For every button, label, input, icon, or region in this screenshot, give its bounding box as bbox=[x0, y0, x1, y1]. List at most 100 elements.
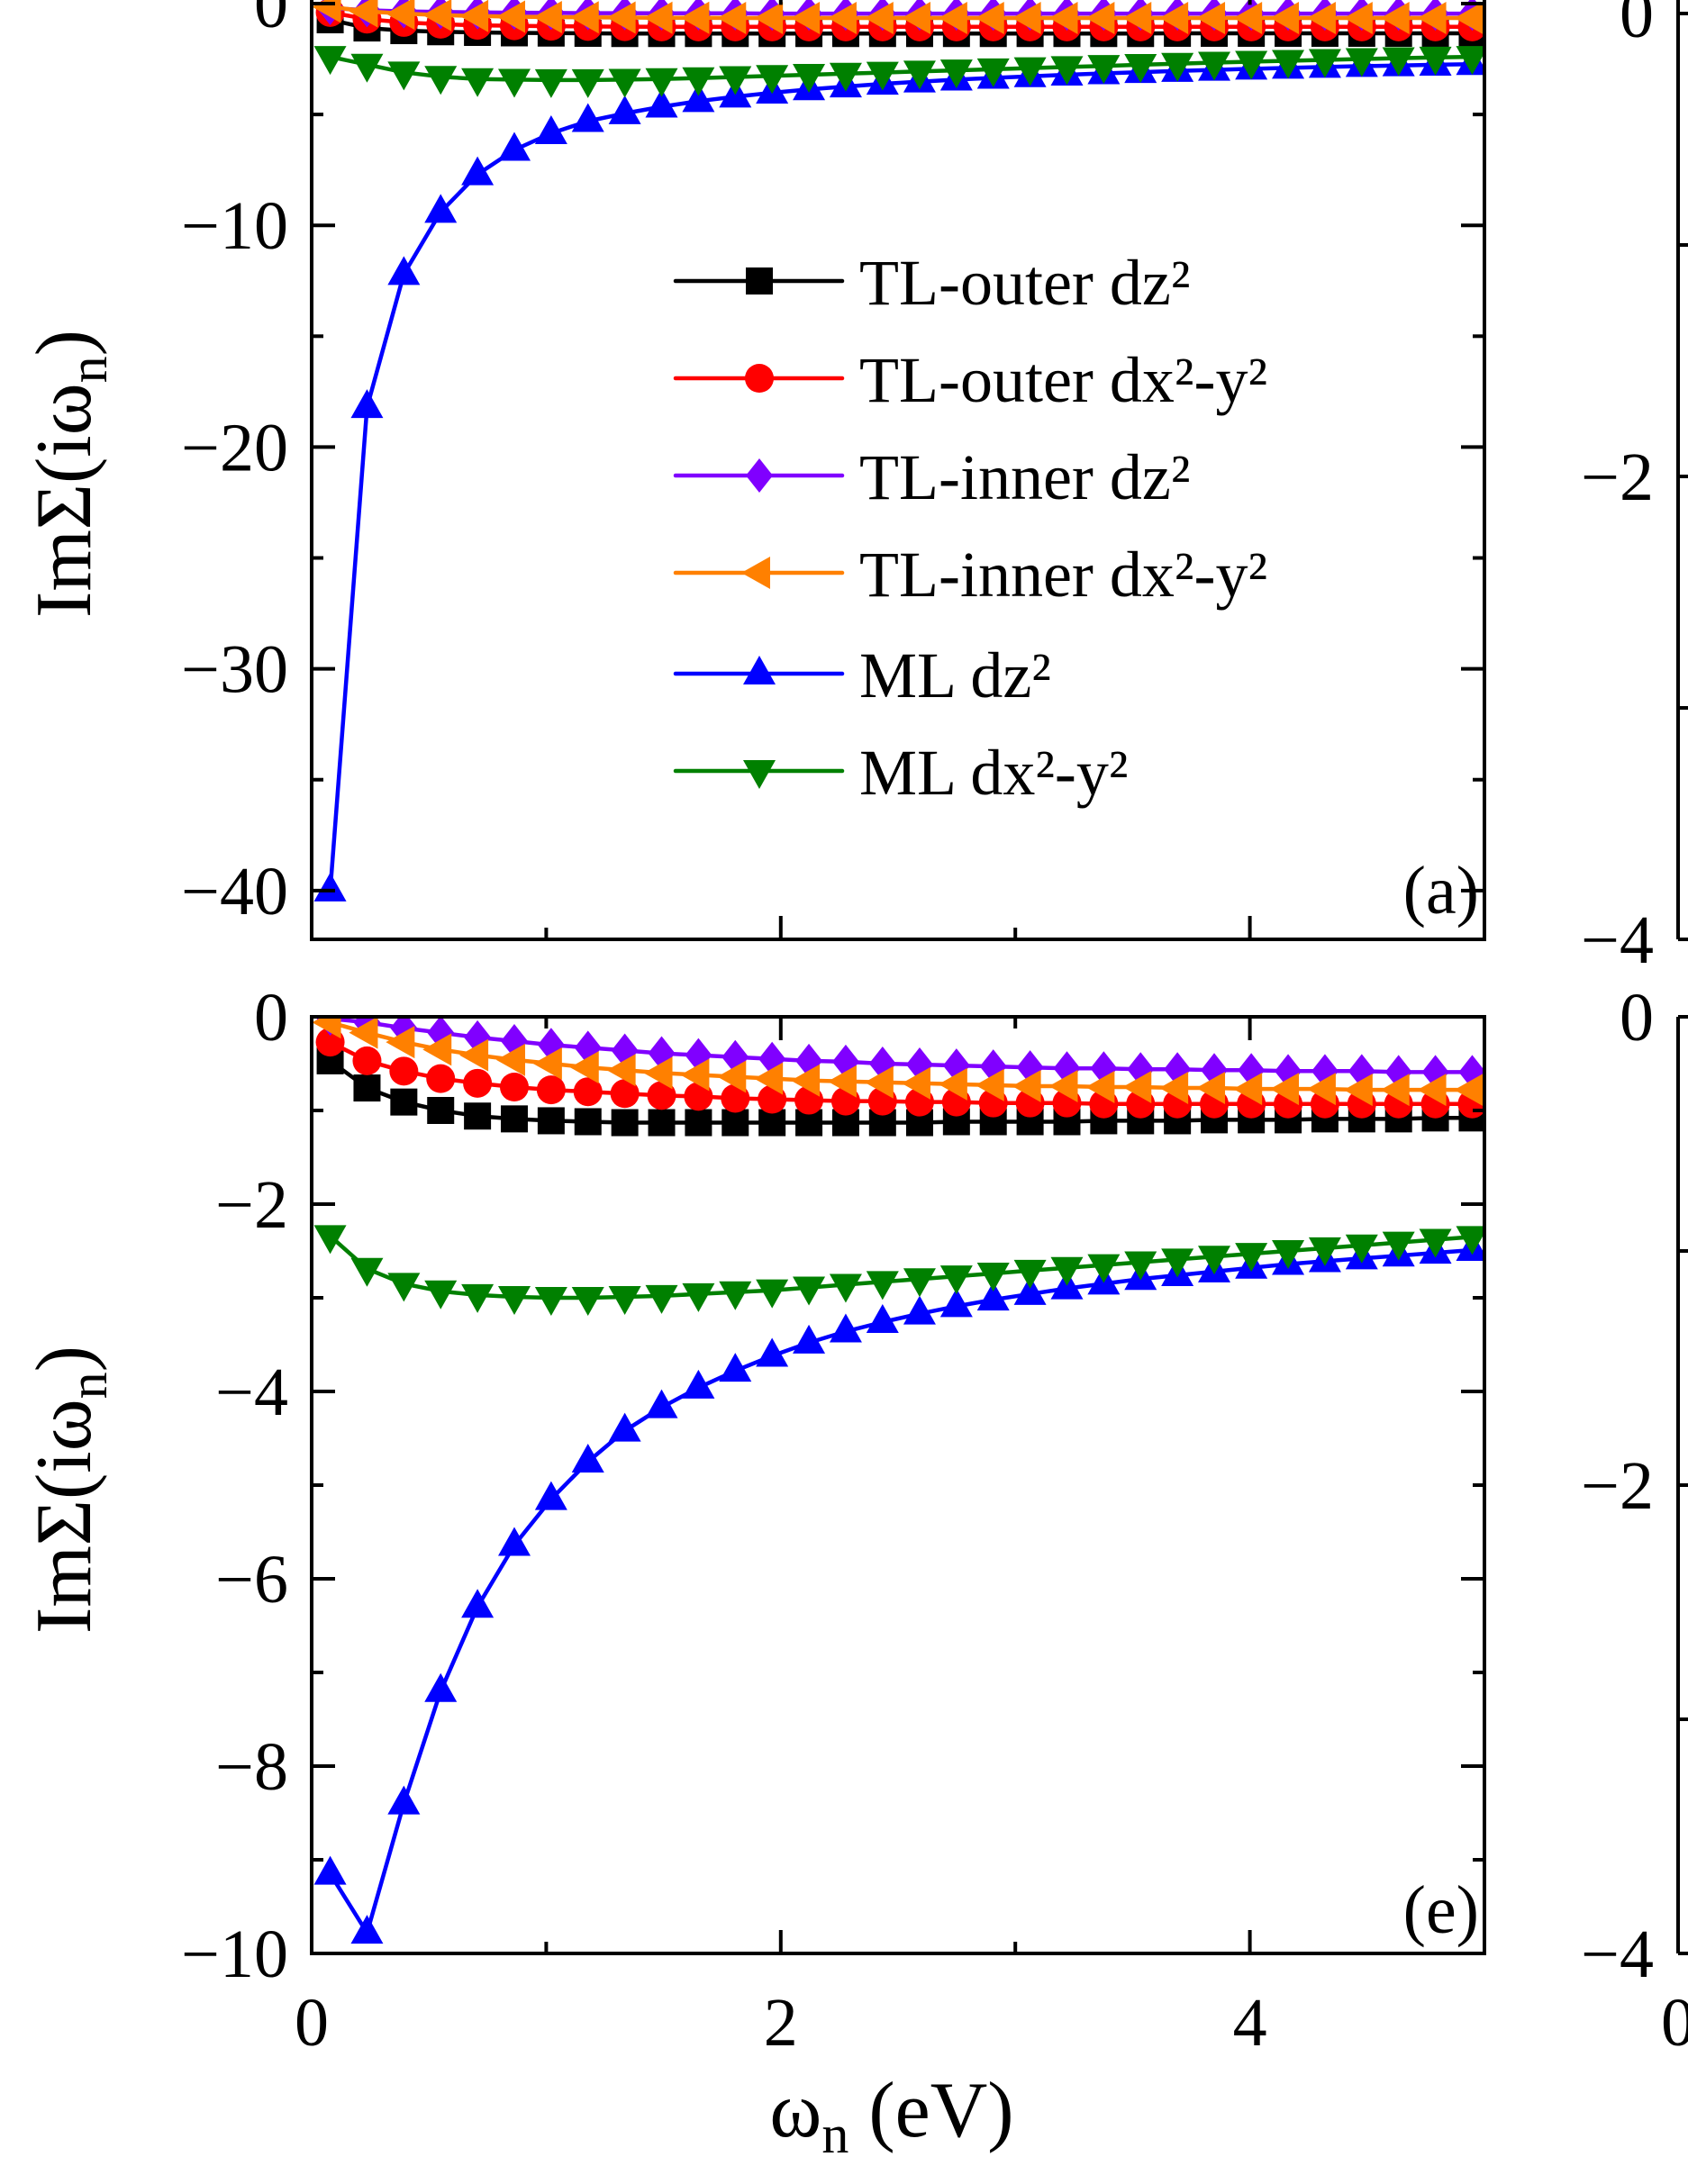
data-point-a-5-0 bbox=[313, 46, 347, 76]
data-point-e-5-9 bbox=[645, 1284, 678, 1314]
data-point-a-4-3 bbox=[424, 194, 458, 223]
panel-label-e: (e) bbox=[1403, 1872, 1479, 1948]
data-point-e-4-11 bbox=[719, 1353, 752, 1382]
data-point-e-0-3 bbox=[427, 1097, 455, 1124]
right-panels-partial: 0−2−40−2−40 bbox=[1581, 0, 1688, 2061]
data-point-e-5-14 bbox=[829, 1273, 862, 1303]
y-tick-label: 0 bbox=[254, 0, 288, 42]
data-point-a-5-31 bbox=[1456, 46, 1484, 76]
data-point-a-5-3 bbox=[424, 66, 458, 95]
right-panel-y-tick-label: −2 bbox=[1581, 440, 1654, 515]
data-point-e-5-5 bbox=[497, 1285, 531, 1315]
x-tick-label: 2 bbox=[764, 1985, 798, 2061]
data-point-e-3-1 bbox=[349, 1017, 378, 1049]
legend-label-2: TL-inner dz² bbox=[859, 441, 1190, 513]
data-point-e-4-5 bbox=[497, 1527, 531, 1556]
series-a-3 bbox=[312, 0, 1484, 34]
data-point-a-3-30 bbox=[1417, 1, 1447, 34]
data-point-a-5-18 bbox=[976, 58, 1010, 87]
y-axis-label-e-sub: n bbox=[59, 1372, 118, 1399]
y-axis-label-e-main: ImΣ(iω bbox=[21, 1399, 108, 1634]
data-point-e-4-9 bbox=[645, 1389, 678, 1418]
data-point-e-2-2 bbox=[390, 1017, 418, 1046]
data-point-a-3-25 bbox=[1233, 1, 1263, 34]
data-point-e-5-24 bbox=[1198, 1246, 1231, 1275]
data-point-a-3-4 bbox=[459, 0, 489, 32]
panel-label-a: (a) bbox=[1403, 853, 1479, 929]
data-point-a-5-30 bbox=[1419, 46, 1452, 76]
data-point-e-3-18 bbox=[975, 1068, 1004, 1101]
right-panel-x-tick-label: 0 bbox=[1661, 1985, 1688, 2061]
data-point-a-3-17 bbox=[938, 1, 967, 34]
data-point-e-1-6 bbox=[536, 1075, 566, 1105]
data-point-e-5-29 bbox=[1382, 1231, 1415, 1261]
data-point-e-0-11 bbox=[721, 1109, 749, 1137]
data-point-e-3-19 bbox=[1012, 1069, 1041, 1102]
legend: TL-outer dz² TL-outer dx²-y² TL-inner dz… bbox=[673, 247, 1267, 809]
data-point-a-5-27 bbox=[1308, 49, 1341, 78]
data-point-a-5-20 bbox=[1050, 56, 1084, 86]
data-point-a-5-23 bbox=[1161, 52, 1194, 82]
data-point-e-4-14 bbox=[829, 1313, 862, 1343]
data-point-e-5-3 bbox=[424, 1280, 458, 1309]
data-point-a-3-18 bbox=[975, 1, 1004, 34]
data-point-a-5-17 bbox=[939, 59, 973, 89]
legend-label-1: TL-outer dx²-y² bbox=[859, 344, 1267, 416]
data-point-e-5-22 bbox=[1124, 1251, 1157, 1281]
data-point-a-5-9 bbox=[645, 68, 678, 97]
y-axis-label-a: ImΣ(iωn) bbox=[21, 330, 118, 618]
data-point-a-3-26 bbox=[1270, 1, 1300, 34]
data-point-a-5-13 bbox=[793, 64, 826, 94]
data-point-a-3-24 bbox=[1196, 1, 1226, 34]
data-point-e-4-10 bbox=[682, 1369, 715, 1399]
data-point-e-3-20 bbox=[1048, 1069, 1078, 1102]
data-point-a-3-8 bbox=[606, 1, 636, 34]
data-point-e-4-1 bbox=[350, 1915, 384, 1944]
data-point-a-3-19 bbox=[1012, 1, 1041, 34]
data-point-e-3-27 bbox=[1306, 1073, 1336, 1106]
y-tick-label: −2 bbox=[215, 1167, 288, 1243]
right-panel-y-tick-label: −4 bbox=[1581, 1917, 1654, 1992]
data-point-a-5-16 bbox=[903, 60, 936, 90]
data-point-e-3-26 bbox=[1270, 1073, 1300, 1106]
x-tick-label: 4 bbox=[1233, 1985, 1267, 2061]
data-point-a-5-19 bbox=[1013, 57, 1047, 86]
data-point-a-3-9 bbox=[643, 1, 673, 34]
data-point-a-5-5 bbox=[497, 68, 531, 98]
legend-label-0: TL-outer dz² bbox=[859, 247, 1190, 319]
data-point-e-1-4 bbox=[463, 1068, 493, 1098]
data-point-a-3-28 bbox=[1343, 1, 1373, 34]
series-line-e-2 bbox=[330, 1017, 1473, 1074]
series-e-0 bbox=[316, 1047, 1484, 1137]
data-point-e-5-18 bbox=[976, 1262, 1010, 1291]
y-tick-label: 0 bbox=[254, 980, 288, 1056]
data-point-a-4-10 bbox=[682, 83, 715, 113]
data-point-e-0-7 bbox=[574, 1108, 602, 1136]
data-point-e-3-9 bbox=[643, 1056, 673, 1090]
data-point-e-5-2 bbox=[387, 1273, 421, 1302]
data-point-e-5-11 bbox=[719, 1281, 752, 1310]
y-tick-label: −6 bbox=[215, 1542, 288, 1618]
data-point-e-3-0 bbox=[312, 1017, 341, 1039]
data-point-e-1-7 bbox=[573, 1077, 603, 1107]
data-point-a-3-31 bbox=[1454, 1, 1484, 34]
data-point-e-0-4 bbox=[464, 1102, 492, 1130]
data-point-a-3-20 bbox=[1048, 1, 1078, 34]
data-point-a-3-16 bbox=[901, 1, 930, 34]
data-point-e-5-19 bbox=[1013, 1259, 1047, 1289]
data-point-e-3-16 bbox=[901, 1066, 930, 1100]
legend-marker-1 bbox=[745, 364, 774, 393]
data-point-a-3-27 bbox=[1306, 1, 1336, 34]
data-point-e-2-3 bbox=[427, 1017, 455, 1050]
series-e-1 bbox=[315, 1028, 1484, 1119]
data-point-a-3-21 bbox=[1085, 1, 1115, 34]
data-point-e-1-8 bbox=[610, 1079, 640, 1109]
data-point-e-1-11 bbox=[721, 1083, 750, 1113]
data-point-a-5-10 bbox=[682, 67, 715, 96]
data-point-a-3-0 bbox=[312, 0, 341, 23]
data-point-e-3-14 bbox=[827, 1065, 857, 1098]
data-point-a-5-24 bbox=[1198, 51, 1231, 81]
data-point-e-3-22 bbox=[1122, 1071, 1152, 1103]
x-axis-label-main: ω bbox=[769, 2067, 821, 2154]
data-point-e-3-28 bbox=[1343, 1074, 1373, 1107]
